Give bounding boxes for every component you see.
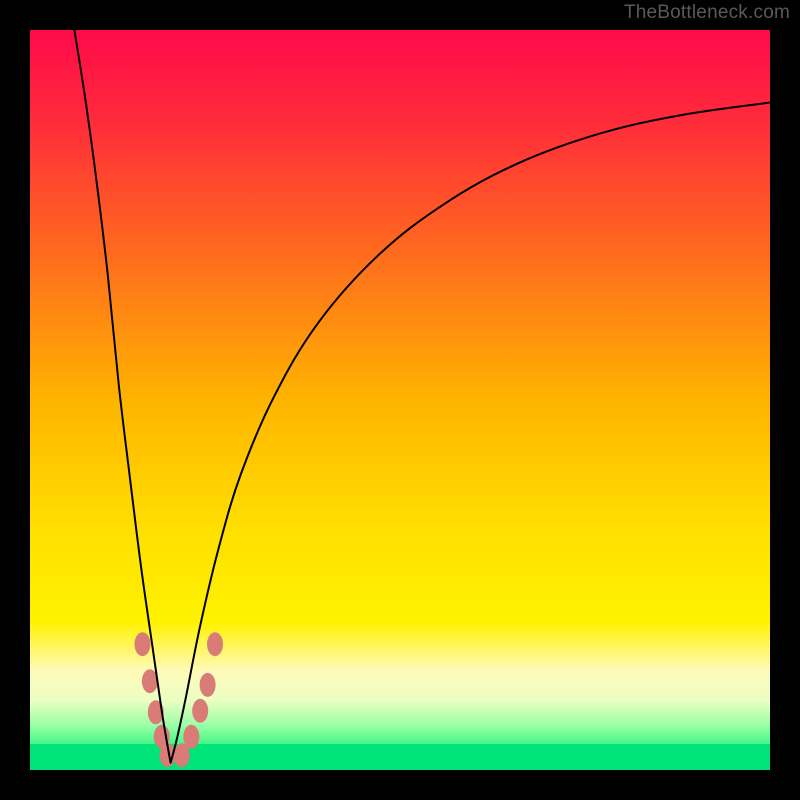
curve-marker: [207, 632, 223, 656]
chart-container: [0, 0, 800, 800]
green-band: [30, 744, 770, 770]
bottleneck-chart: [0, 0, 800, 800]
curve-marker: [192, 699, 208, 723]
curve-marker: [134, 632, 150, 656]
curve-marker: [183, 725, 199, 749]
gradient-background: [30, 30, 770, 770]
curve-marker: [200, 673, 216, 697]
watermark-text: TheBottleneck.com: [624, 2, 790, 24]
